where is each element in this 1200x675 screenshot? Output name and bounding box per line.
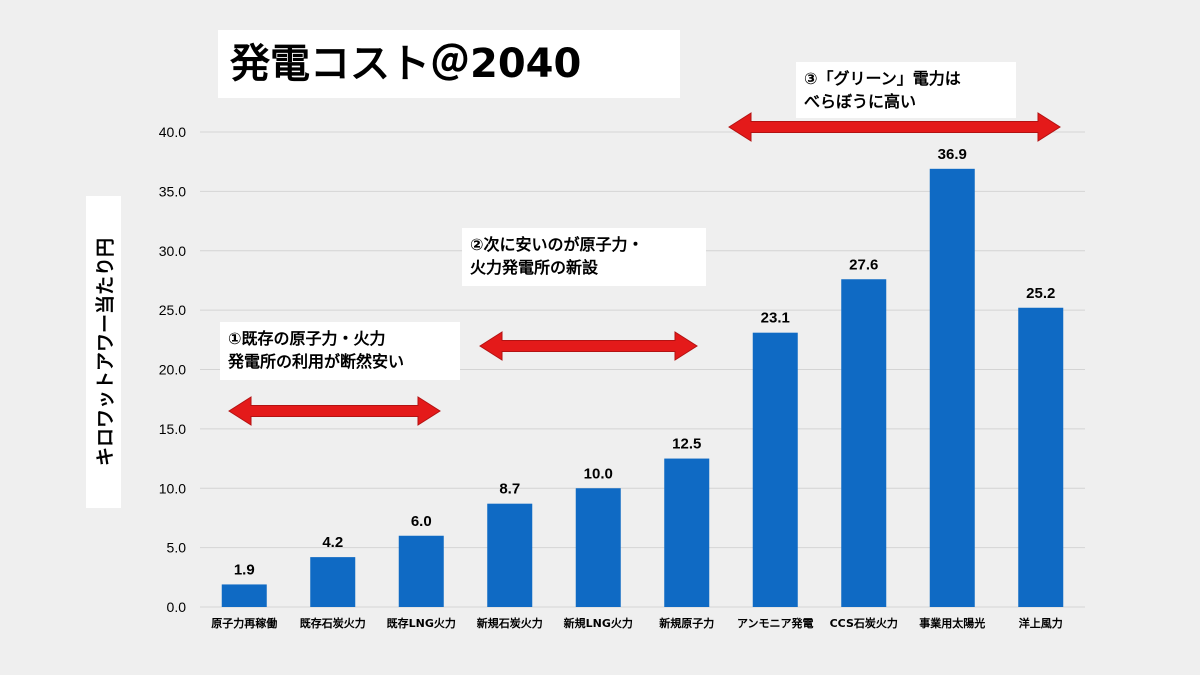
bar bbox=[841, 279, 887, 607]
annotation-line: ①既存の原子力・火力 bbox=[228, 329, 386, 348]
annotation-new-plants: ②次に安いのが原子力・ 火力発電所の新設 bbox=[462, 228, 706, 286]
data-label: 10.0 bbox=[584, 465, 613, 482]
x-tick-label: 原子力再稼働 bbox=[211, 616, 277, 630]
data-label: 6.0 bbox=[411, 513, 432, 530]
x-tick-label: 新規原子力 bbox=[659, 616, 714, 630]
y-tick-label: 10.0 bbox=[159, 480, 186, 496]
annotation-existing-plants: ①既存の原子力・火力 発電所の利用が断然安い bbox=[220, 322, 460, 380]
bar bbox=[752, 332, 798, 607]
title-box: 発電コスト＠2040 bbox=[218, 30, 680, 98]
bar bbox=[487, 503, 533, 607]
y-tick-label: 20.0 bbox=[159, 362, 186, 378]
data-label: 25.2 bbox=[1026, 285, 1055, 302]
annotation-line: 発電所の利用が断然安い bbox=[228, 352, 405, 371]
double-arrow-icon bbox=[479, 331, 698, 361]
x-tick-label: 既存石炭火力 bbox=[300, 616, 366, 630]
annotation-line: ③「グリーン」電力は bbox=[804, 69, 961, 88]
x-tick-label: アンモニア発電 bbox=[737, 616, 814, 630]
x-tick-label: 新規石炭火力 bbox=[477, 616, 543, 630]
data-label: 4.2 bbox=[322, 534, 343, 551]
bar bbox=[929, 168, 975, 607]
data-label: 12.5 bbox=[672, 436, 701, 453]
y-tick-label: 40.0 bbox=[159, 124, 186, 140]
y-tick-label: 5.0 bbox=[167, 540, 187, 556]
bar bbox=[575, 488, 621, 607]
x-tick-label: 新規LNG火力 bbox=[564, 616, 633, 630]
x-tick-label: CCS石炭火力 bbox=[830, 616, 898, 630]
y-axis-label-box: キロワットアワー当たり円 bbox=[86, 196, 121, 508]
x-tick-label: 既存LNG火力 bbox=[387, 616, 456, 630]
y-tick-label: 25.0 bbox=[159, 302, 186, 318]
y-tick-label: 0.0 bbox=[167, 599, 187, 615]
y-tick-label: 30.0 bbox=[159, 243, 186, 259]
bar bbox=[221, 584, 267, 607]
bar bbox=[664, 458, 710, 607]
x-tick-label: 事業用太陽光 bbox=[919, 616, 985, 630]
double-arrow-icon bbox=[728, 112, 1061, 142]
y-tick-label: 15.0 bbox=[159, 421, 186, 437]
annotation-line: べらぼうに高い bbox=[804, 92, 917, 111]
annotation-green-power: ③「グリーン」電力は べらぼうに高い bbox=[796, 62, 1016, 118]
y-tick-label: 35.0 bbox=[159, 183, 186, 199]
bar bbox=[398, 535, 444, 607]
x-tick-label: 洋上風力 bbox=[1019, 616, 1063, 630]
data-label: 27.6 bbox=[849, 256, 878, 273]
double-arrow-icon bbox=[228, 396, 441, 426]
data-label: 1.9 bbox=[234, 561, 255, 578]
data-label: 36.9 bbox=[938, 146, 967, 163]
data-label: 23.1 bbox=[761, 310, 790, 327]
annotation-line: 火力発電所の新設 bbox=[470, 258, 599, 277]
chart-title: 発電コスト＠2040 bbox=[230, 41, 582, 87]
bar bbox=[310, 557, 356, 607]
bar bbox=[1018, 307, 1064, 607]
data-label: 8.7 bbox=[499, 481, 520, 498]
annotation-line: ②次に安いのが原子力・ bbox=[470, 235, 644, 254]
